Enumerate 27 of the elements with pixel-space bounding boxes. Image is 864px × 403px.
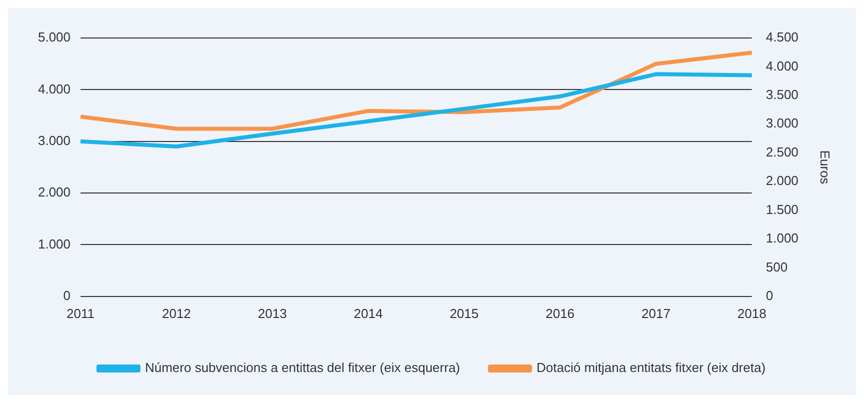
y2-tick-label: 2.000 [766,173,798,188]
x-tick-label: 2018 [737,306,766,321]
y-tick-label: 4.000 [38,81,71,96]
x-tick-label: 2013 [258,306,287,321]
y2-tick-label: 3.000 [766,116,798,131]
y2-tick-label: 2.500 [766,144,798,160]
y2-tick-label: 500 [766,259,788,274]
y-tick-label: 5.000 [38,30,71,45]
y-tick-label: 0 [63,288,71,303]
y-tick-label: 1.000 [38,236,71,252]
x-tick-label: 2016 [546,306,575,321]
y2-tick-label: 3.500 [766,87,798,102]
x-tick-label: 2014 [354,306,383,321]
x-tick-label: 2012 [162,306,191,321]
y-tick-label: 2.000 [38,184,71,200]
y2-tick-label: 0 [766,288,774,303]
x-tick-label: 2015 [450,306,479,321]
y2-tick-label: 1.500 [766,202,798,217]
y2-tick-label: 1.000 [766,230,798,246]
legend-label: Número subvencions a entittas del fitxer (eix esquerra) [144,360,460,376]
y2-tick-label: 4.000 [766,58,798,74]
legend-label: Dotació mitjana entitats fitxer (eix dreta) [536,360,766,376]
x-tick-label: 2011 [66,306,95,321]
x-tick-label: 2017 [642,306,670,321]
y2-tick-label: 4.500 [766,30,798,45]
y2-axis-title: Euros [818,150,833,185]
y-tick-label: 3.000 [38,132,71,148]
